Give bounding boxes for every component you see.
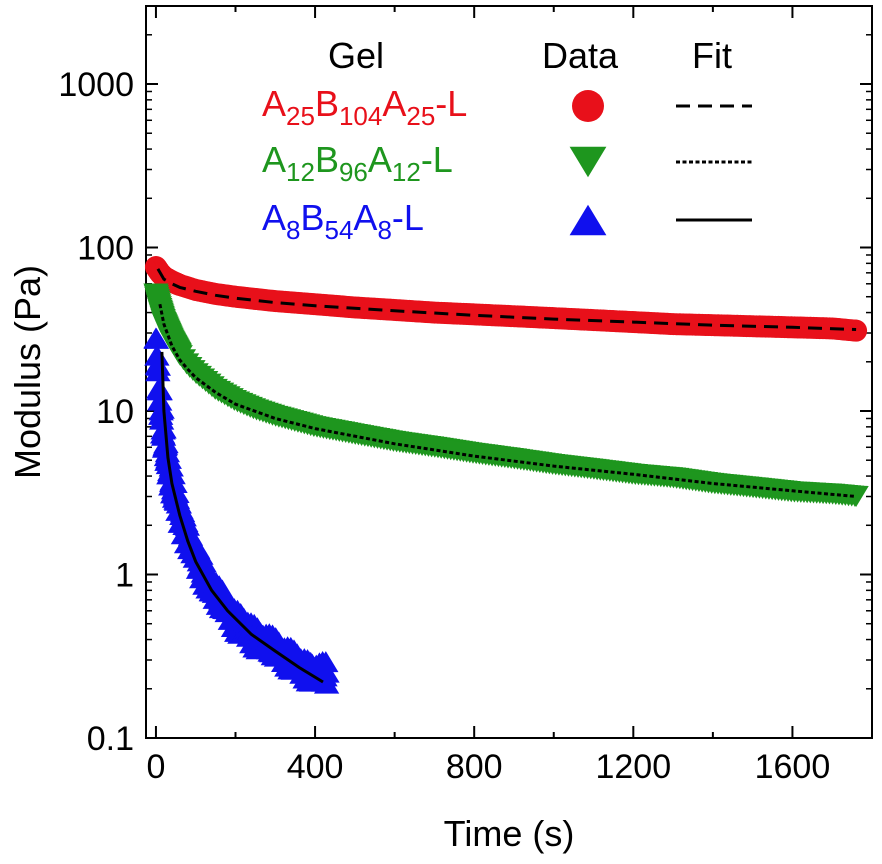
fits-layer: [156, 268, 857, 684]
legend-gel-label: A25B104A25-L: [262, 83, 467, 131]
fit-line-A8B54A8-L: [160, 351, 324, 684]
fit-line-A12B96A12-L: [158, 303, 857, 498]
x-tick-label: 800: [446, 748, 503, 786]
legend-header: Data: [542, 35, 619, 76]
y-tick-label: 10: [96, 393, 134, 431]
axis-ticks: 0 400 800 1200 1600 0.1 1 10 100 1000: [58, 6, 873, 786]
series-A8B54A8-L: [143, 327, 340, 694]
x-tick-label: 0: [146, 748, 165, 786]
data-point: [145, 354, 171, 376]
series-A25B104A25-L: [144, 255, 868, 342]
data-point: [843, 486, 869, 507]
legend: Gel Data Fit A25B104A25-L A12B96A12-L A8B54A8…: [262, 35, 752, 245]
y-axis-title: Modulus (Pa): [7, 265, 48, 479]
data-point: [845, 319, 868, 342]
fit-line-A25B104A25-L: [156, 268, 857, 331]
y-tick-label: 1000: [58, 66, 134, 104]
legend-gel-label: A12B96A12-L: [262, 139, 453, 187]
x-tick-label: 1200: [595, 748, 671, 786]
series-layer: [143, 255, 869, 694]
data-point: [313, 672, 340, 694]
legend-marker: [569, 204, 607, 236]
x-axis-title: Time (s): [444, 813, 575, 854]
data-point: [149, 397, 175, 419]
data-point: [147, 379, 173, 401]
legend-gel-label: A8B54A8-L: [262, 197, 424, 245]
y-tick-label: 0.1: [87, 720, 134, 758]
x-tick-label: 1600: [755, 748, 831, 786]
data-point: [143, 328, 170, 349]
y-tick-label: 100: [77, 230, 134, 268]
series-A12B96A12-L: [143, 283, 869, 507]
data-point: [162, 472, 188, 494]
legend-header: Fit: [692, 35, 732, 76]
data-point: [160, 463, 186, 485]
plot-frame: [145, 5, 873, 739]
legend-header: Gel: [328, 35, 384, 76]
legend-marker: [569, 146, 607, 178]
data-point: [313, 651, 339, 673]
y-tick-label: 1: [115, 557, 134, 595]
x-tick-label: 400: [287, 748, 344, 786]
data-point: [314, 661, 340, 683]
legend-marker: [572, 90, 604, 122]
